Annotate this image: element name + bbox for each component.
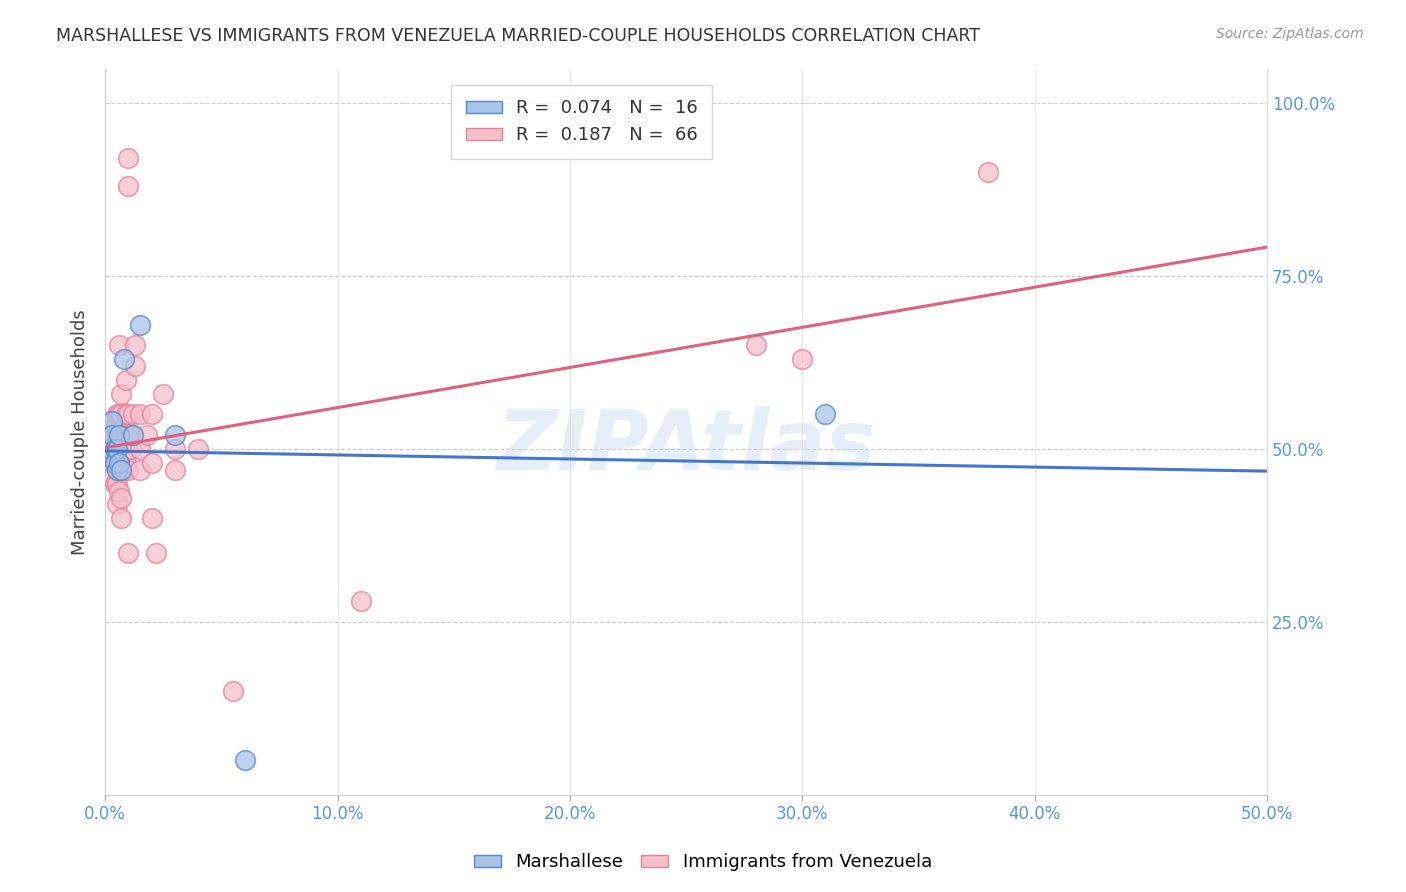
Point [222, 684, 245, 698]
Point [187, 442, 209, 456]
Point [112, 421, 135, 435]
Point [98, 442, 121, 456]
Point [117, 152, 139, 166]
Point [110, 408, 132, 422]
Point [105, 408, 128, 422]
Point [105, 498, 128, 512]
Point [105, 463, 128, 477]
Point [110, 463, 132, 477]
Point [105, 442, 128, 456]
Point [103, 442, 125, 456]
Point [101, 428, 124, 442]
Point [814, 408, 837, 422]
Point [105, 442, 128, 456]
Point [108, 338, 131, 352]
Point [141, 408, 163, 422]
Point [105, 428, 128, 442]
Point [163, 442, 186, 456]
Point [136, 428, 159, 442]
Point [101, 428, 124, 442]
Point [117, 442, 139, 456]
Point [108, 408, 131, 422]
Point [129, 318, 152, 332]
Point [141, 456, 163, 470]
Text: ZIPAtlas: ZIPAtlas [496, 406, 876, 487]
Y-axis label: Married-couple Households: Married-couple Households [72, 309, 89, 555]
Point [129, 442, 152, 456]
Point [115, 373, 138, 387]
Point [120, 442, 142, 456]
Text: Source: ZipAtlas.com: Source: ZipAtlas.com [1216, 27, 1364, 41]
Point [108, 483, 131, 498]
Point [110, 428, 132, 442]
Point [112, 442, 135, 456]
Point [108, 428, 131, 442]
Point [745, 338, 768, 352]
Point [98, 428, 121, 442]
Point [115, 428, 138, 442]
Point [105, 456, 128, 470]
Point [108, 428, 131, 442]
Point [101, 414, 124, 428]
Point [117, 546, 139, 560]
Point [101, 469, 124, 483]
Point [115, 456, 138, 470]
Point [124, 338, 146, 352]
Point [129, 408, 152, 422]
Point [103, 456, 125, 470]
Point [115, 408, 138, 422]
Text: MARSHALLESE VS IMMIGRANTS FROM VENEZUELA MARRIED-COUPLE HOUSEHOLDS CORRELATION C: MARSHALLESE VS IMMIGRANTS FROM VENEZUELA… [56, 27, 980, 45]
Legend: Marshallese, Immigrants from Venezuela: Marshallese, Immigrants from Venezuela [467, 847, 939, 879]
Point [108, 456, 131, 470]
Point [977, 165, 1000, 179]
Point [108, 463, 131, 477]
Point [103, 421, 125, 435]
Point [103, 456, 125, 470]
Point [117, 463, 139, 477]
Point [108, 442, 131, 456]
Point [233, 754, 256, 768]
Point [117, 408, 139, 422]
Point [122, 408, 145, 422]
Point [101, 414, 124, 428]
Point [103, 476, 125, 491]
Point [98, 442, 121, 456]
Point [124, 359, 146, 373]
Legend: R =  0.074   N =  16, R =  0.187   N =  66: R = 0.074 N = 16, R = 0.187 N = 66 [451, 85, 713, 159]
Point [120, 428, 142, 442]
Point [122, 428, 145, 442]
Point [110, 491, 132, 505]
Point [101, 442, 124, 456]
Point [112, 352, 135, 367]
Point [122, 428, 145, 442]
Point [117, 179, 139, 194]
Point [350, 594, 373, 608]
Point [163, 463, 186, 477]
Point [129, 463, 152, 477]
Point [163, 428, 186, 442]
Point [110, 511, 132, 525]
Point [152, 386, 174, 401]
Point [792, 352, 814, 367]
Point [101, 456, 124, 470]
Point [110, 442, 132, 456]
Point [141, 511, 163, 525]
Point [105, 476, 128, 491]
Point [145, 546, 167, 560]
Point [103, 442, 125, 456]
Point [110, 463, 132, 477]
Point [112, 463, 135, 477]
Point [110, 386, 132, 401]
